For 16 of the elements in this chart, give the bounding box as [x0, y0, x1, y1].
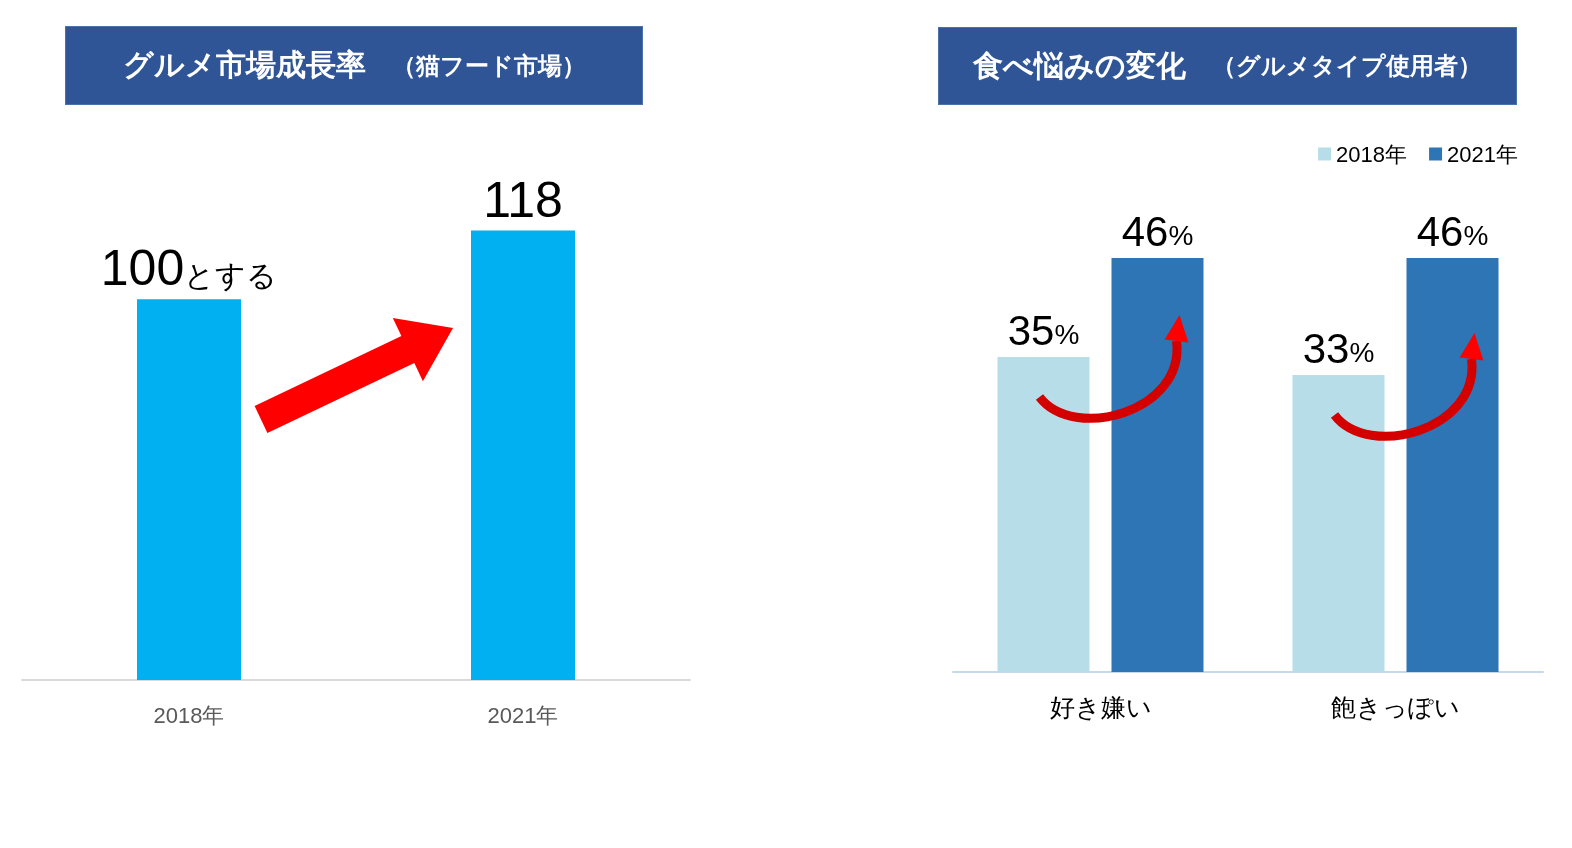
x-tick-label: 2018年: [153, 702, 225, 728]
x-tick-label: 飽きっぽい: [1331, 692, 1460, 721]
legend-label: 2021年: [1447, 141, 1519, 167]
legend-label: 2018年: [1336, 141, 1408, 167]
chart-title: グルメ市場成長率: [122, 47, 366, 83]
data-label: 46%: [1121, 207, 1194, 255]
data-label: 118: [483, 171, 563, 228]
data-label: 100とする: [100, 240, 278, 297]
data-label: 33%: [1302, 324, 1375, 372]
chart-title: 食べ悩みの変化: [973, 47, 1186, 84]
chart-subtitle: （グルメタイプ使用者）: [1212, 51, 1482, 81]
chart-subtitle: （猫フード市場）: [391, 50, 586, 81]
x-tick-label: 好き嫌い: [1049, 692, 1152, 721]
data-label: 35%: [1007, 306, 1080, 354]
x-tick-label: 2021年: [487, 702, 559, 728]
data-label: 46%: [1416, 207, 1489, 255]
